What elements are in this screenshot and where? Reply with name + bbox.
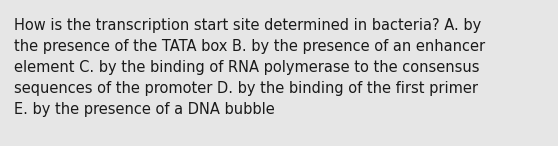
Text: How is the transcription start site determined in bacteria? A. by
the presence o: How is the transcription start site dete… <box>14 18 485 117</box>
